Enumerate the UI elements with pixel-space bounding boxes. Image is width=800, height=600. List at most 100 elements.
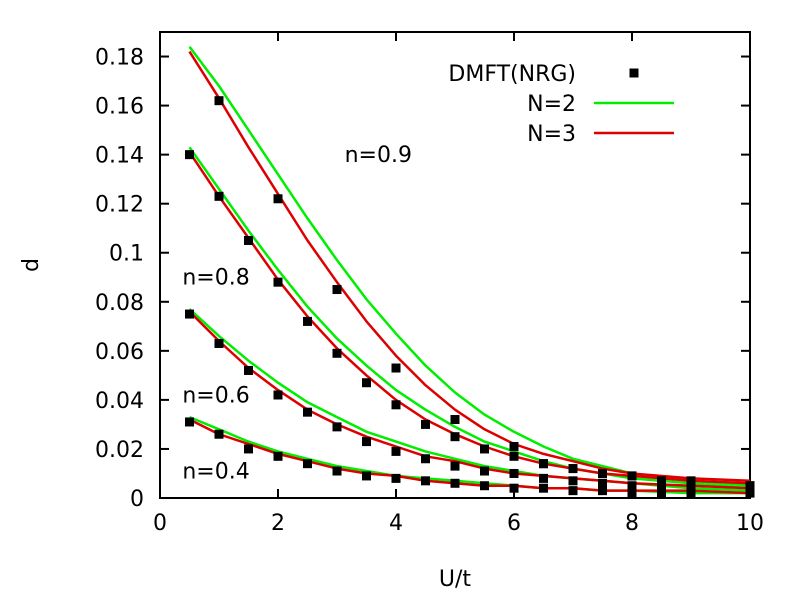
data-point bbox=[657, 488, 666, 498]
data-point bbox=[214, 338, 224, 348]
data-point bbox=[745, 481, 755, 491]
data-point bbox=[362, 437, 371, 447]
data-point bbox=[568, 464, 578, 474]
data-point bbox=[303, 407, 312, 417]
series-line bbox=[188, 308, 751, 492]
data-point bbox=[627, 481, 637, 491]
y-tick-label: 0.18 bbox=[95, 46, 144, 71]
data-point bbox=[185, 150, 194, 160]
data-point bbox=[391, 446, 401, 456]
data-point bbox=[509, 483, 519, 493]
data-point bbox=[421, 454, 430, 464]
data-point bbox=[686, 488, 696, 498]
y-tick-label: 0.06 bbox=[95, 340, 144, 365]
data-point bbox=[273, 277, 283, 287]
data-point bbox=[391, 400, 401, 410]
data-point bbox=[273, 194, 283, 204]
data-point bbox=[480, 481, 489, 491]
data-point bbox=[598, 468, 607, 478]
series-markers bbox=[185, 96, 755, 498]
data-point bbox=[686, 478, 696, 488]
curve-annotation: n=0.6 bbox=[182, 383, 249, 408]
data-point bbox=[332, 466, 342, 476]
data-point bbox=[244, 365, 253, 375]
data-point bbox=[214, 96, 224, 106]
data-point bbox=[509, 468, 519, 478]
legend-label: N=2 bbox=[527, 92, 576, 117]
data-point bbox=[332, 348, 342, 358]
data-point bbox=[273, 390, 283, 400]
data-point bbox=[244, 444, 253, 454]
data-point bbox=[332, 422, 342, 432]
x-tick-label: 6 bbox=[507, 511, 521, 536]
x-tick-label: 10 bbox=[736, 511, 764, 536]
data-point bbox=[657, 476, 666, 486]
data-point bbox=[421, 476, 430, 486]
data-point bbox=[214, 429, 224, 439]
x-tick-label: 2 bbox=[271, 511, 285, 536]
series-line bbox=[188, 151, 751, 485]
data-point bbox=[657, 483, 666, 493]
y-tick-label: 0.16 bbox=[95, 95, 144, 120]
data-point bbox=[450, 415, 460, 425]
data-point bbox=[391, 473, 401, 483]
data-point bbox=[480, 466, 489, 476]
plot-border bbox=[159, 31, 751, 499]
series-line bbox=[188, 50, 751, 483]
data-point bbox=[362, 471, 371, 481]
y-tick-label: 0.1 bbox=[109, 242, 144, 267]
data-point bbox=[185, 417, 194, 427]
data-point bbox=[509, 451, 519, 461]
data-point bbox=[450, 478, 460, 488]
series-line bbox=[188, 418, 751, 495]
data-point bbox=[686, 483, 696, 493]
data-point bbox=[362, 378, 371, 388]
series-line bbox=[188, 45, 751, 487]
curve-annotation: n=0.4 bbox=[182, 459, 249, 484]
x-tick-label: 0 bbox=[153, 511, 167, 536]
data-point bbox=[185, 309, 194, 319]
data-point bbox=[568, 476, 578, 486]
y-tick-label: 0.08 bbox=[95, 291, 144, 316]
curve-annotation: n=0.9 bbox=[345, 143, 412, 168]
annotations: n=0.9 n=0.8 n=0.6 n=0.4 bbox=[182, 143, 412, 484]
data-point bbox=[244, 235, 253, 245]
x-axis-label: U/t bbox=[439, 567, 472, 592]
data-point bbox=[745, 488, 755, 498]
data-point bbox=[303, 459, 312, 469]
axis-ticks: 0 2 4 6 8 10 0 0.02 0.04 0.06 0.08 0.1 0.12 0.14 0.16 0… bbox=[95, 32, 764, 536]
legend: DMFT(NRG) N=2 N=3 bbox=[448, 62, 674, 147]
x-tick-label: 8 bbox=[625, 511, 639, 536]
data-point bbox=[421, 419, 430, 429]
data-point bbox=[598, 486, 607, 496]
data-point bbox=[539, 459, 548, 469]
y-tick-label: 0.14 bbox=[95, 144, 144, 169]
y-axis-label: d bbox=[19, 258, 44, 272]
data-point bbox=[303, 316, 312, 326]
y-tick-label: 0.02 bbox=[95, 438, 144, 463]
data-point bbox=[509, 441, 519, 451]
y-tick-label: 0.12 bbox=[95, 193, 144, 218]
data-point bbox=[273, 451, 283, 461]
legend-label: DMFT(NRG) bbox=[448, 62, 576, 87]
plot-frame bbox=[159, 31, 751, 499]
data-point bbox=[568, 486, 578, 496]
y-tick-label: 0.04 bbox=[95, 389, 144, 414]
data-point bbox=[480, 444, 489, 454]
data-point bbox=[627, 488, 637, 498]
legend-marker-swatch bbox=[629, 68, 639, 78]
legend-label: N=3 bbox=[527, 122, 576, 147]
data-point bbox=[598, 478, 607, 488]
data-point bbox=[450, 461, 460, 471]
series-line bbox=[188, 310, 751, 490]
data-point bbox=[627, 471, 637, 481]
x-tick-label: 4 bbox=[389, 511, 403, 536]
data-point bbox=[539, 483, 548, 493]
y-tick-label: 0 bbox=[130, 487, 144, 512]
series-lines bbox=[188, 45, 751, 495]
data-point bbox=[332, 285, 342, 295]
data-point bbox=[391, 363, 401, 373]
data-point bbox=[539, 473, 548, 483]
data-point bbox=[214, 191, 224, 201]
